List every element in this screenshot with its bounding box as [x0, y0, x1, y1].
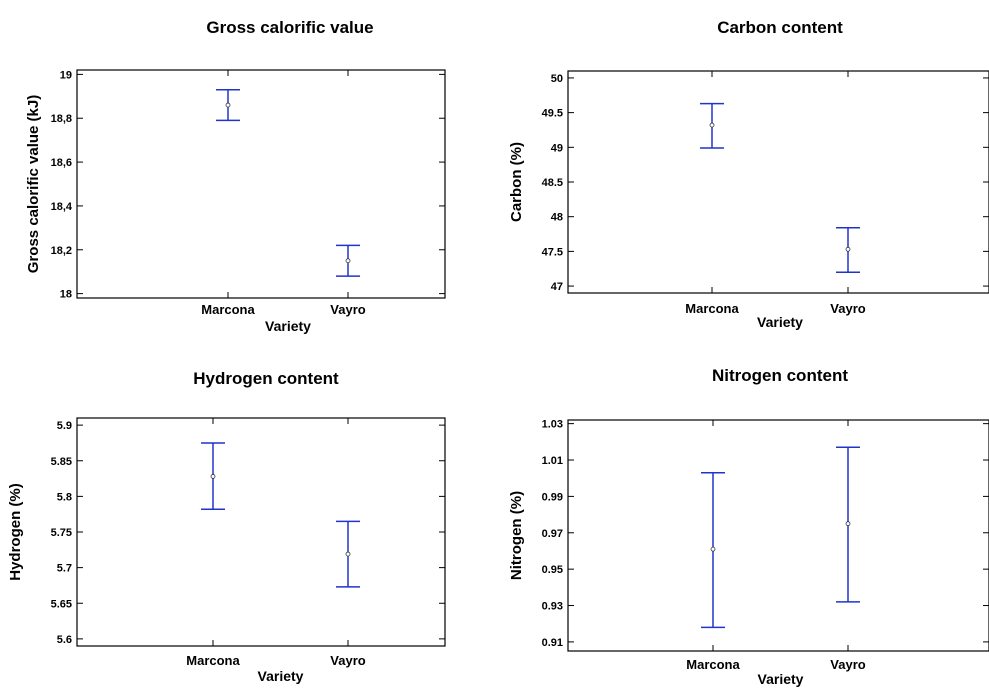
category-label-vayro: Vayro: [830, 657, 865, 672]
error-bar-marcona: [201, 442, 225, 510]
plot-frame: [567, 70, 989, 294]
mean-point-vayro: [845, 246, 851, 252]
plot-frame: [567, 419, 989, 652]
error-bar-vayro: [836, 227, 860, 273]
y-axis-label: Carbon (%): [508, 142, 525, 222]
mean-point-vayro: [845, 521, 851, 527]
y-tick-label: 47: [551, 281, 563, 293]
chart-panel-4: Nitrogen content 0.91 0.93 0.95 0.97 0.99 1.01…: [508, 366, 989, 687]
y-axis-label: Hydrogen (%): [7, 483, 24, 581]
error-bar-vayro: [336, 520, 360, 588]
y-tick-label: 0.93: [542, 601, 563, 613]
chart-title: Carbon content: [717, 18, 843, 37]
mean-point-vayro: [345, 258, 351, 264]
category-label-vayro: Vayro: [330, 302, 365, 317]
plot-frame: [76, 69, 446, 299]
y-tick-label: 47.5: [542, 246, 563, 258]
y-tick-label: 5.75: [51, 527, 72, 539]
y-tick-label: 18,8: [51, 113, 72, 125]
y-tick-label: 5.85: [51, 456, 72, 468]
x-axis-label: Variety: [265, 318, 311, 334]
y-tick-label: 18,2: [51, 245, 72, 257]
mean-point-marcona: [210, 474, 216, 479]
chart-panel-3: Hydrogen content 5.6 5.65 5.7 5.75 5.8 5.85 5.9…: [7, 369, 446, 684]
y-tick-label: 1.01: [542, 455, 563, 467]
y-tick-label: 5.8: [57, 491, 72, 503]
category-label-marcona: Marcona: [686, 657, 740, 672]
category-label-marcona: Marcona: [685, 301, 739, 316]
plot-frame: [76, 417, 446, 647]
y-tick-label: 0.95: [542, 564, 563, 576]
error-bar-marcona: [216, 88, 240, 122]
y-tick-label: 49: [551, 142, 563, 154]
y-tick-label: 0.97: [542, 528, 563, 540]
chart-panel-2: Carbon content 47 47.5 48 48.5 49 49.5 50 Marcon…: [508, 18, 989, 330]
x-axis-label: Variety: [757, 314, 803, 330]
y-tick-label: 48.5: [542, 177, 563, 189]
chart-title: Nitrogen content: [712, 366, 848, 385]
y-tick-label: 5.6: [57, 634, 72, 646]
y-tick-label: 5.9: [57, 420, 72, 432]
y-tick-label: 5.65: [51, 598, 72, 610]
category-label-vayro: Vayro: [830, 301, 865, 316]
y-tick-label: 0.91: [542, 637, 563, 649]
y-tick-label: 5.7: [57, 563, 72, 575]
y-tick-label: 18,4: [51, 201, 73, 213]
y-tick-label: 0.99: [542, 491, 563, 503]
y-tick-label: 1.03: [542, 419, 563, 431]
mean-point-vayro: [345, 551, 351, 557]
y-tick-label: 49.5: [542, 108, 563, 120]
error-bar-marcona: [700, 102, 724, 149]
y-tick-label: 18: [60, 289, 72, 301]
mean-point-marcona: [709, 122, 715, 128]
x-axis-label: Variety: [758, 671, 804, 687]
y-tick-label: 50: [551, 73, 563, 85]
y-tick-label: 19: [60, 69, 72, 81]
category-label-vayro: Vayro: [330, 653, 365, 668]
error-bar-vayro: [836, 446, 860, 603]
x-axis-label: Variety: [258, 668, 304, 684]
y-axis-label: Nitrogen (%): [508, 491, 525, 580]
error-bar-vayro: [336, 244, 360, 277]
mean-point-marcona: [225, 102, 231, 108]
y-tick-label: 48: [551, 212, 563, 224]
mean-point-marcona: [710, 546, 716, 552]
category-label-marcona: Marcona: [201, 302, 255, 317]
error-bar-marcona: [701, 471, 725, 629]
y-axis-label: Gross calorific value (kJ): [25, 95, 42, 273]
chart-title: Hydrogen content: [193, 369, 339, 388]
y-tick-label: 18,6: [51, 157, 72, 169]
chart-title: Gross calorific value: [206, 18, 373, 37]
chart-panel-1: Gross calorific value 18 18,2 18,4 18,6 18,8 1…: [25, 18, 446, 334]
category-label-marcona: Marcona: [186, 653, 240, 668]
